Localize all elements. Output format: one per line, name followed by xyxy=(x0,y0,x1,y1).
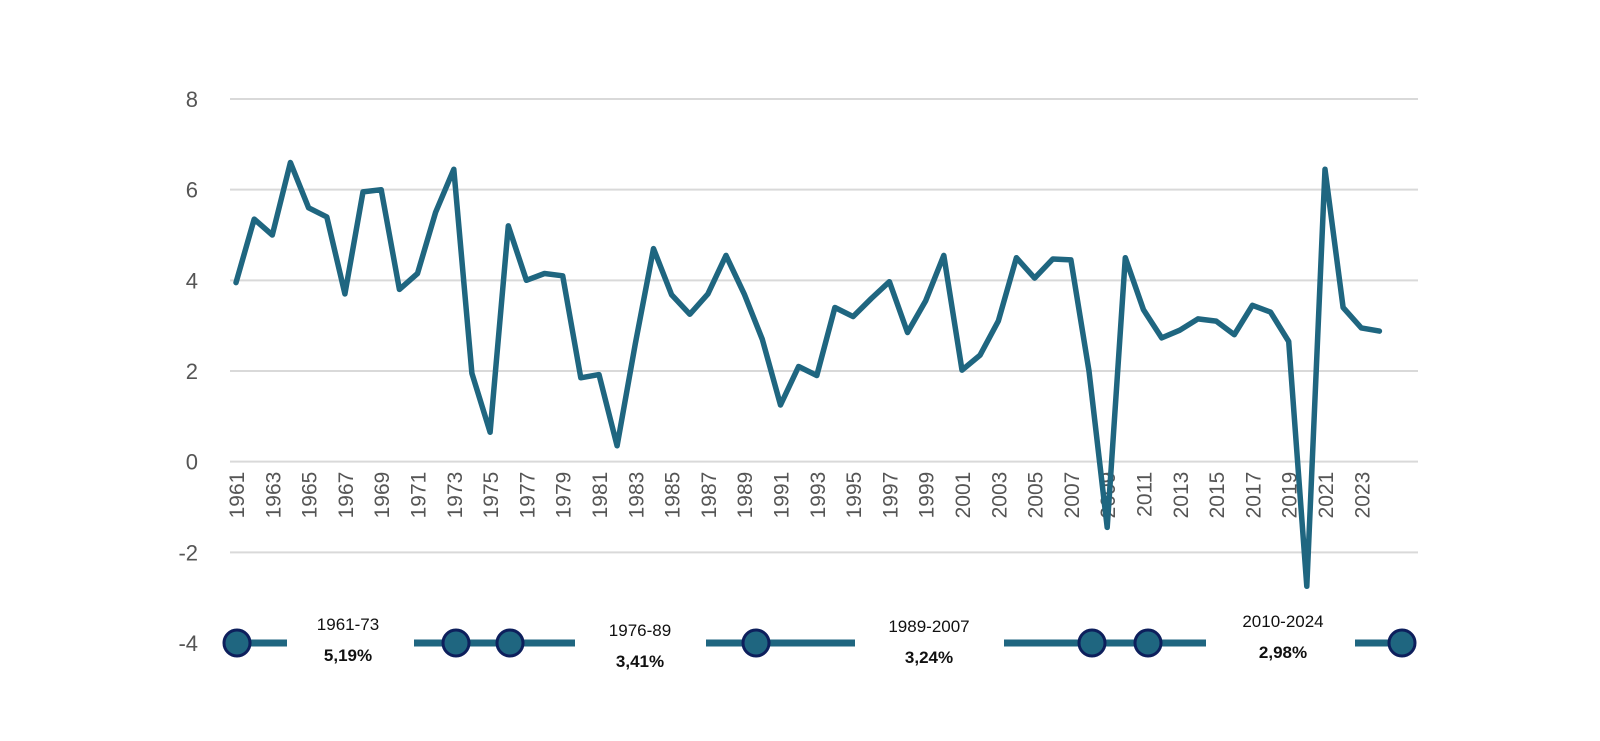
period-average-value: 5,19% xyxy=(324,646,372,665)
series-line xyxy=(233,159,1383,590)
x-tick-label: 1985 xyxy=(662,472,685,519)
x-tick-label: 1993 xyxy=(807,472,830,519)
x-tick-label: 2023 xyxy=(1351,472,1374,519)
x-tick-label: 2003 xyxy=(988,472,1011,519)
x-tick-label: 2001 xyxy=(952,472,975,519)
x-tick-label: 2007 xyxy=(1061,472,1084,519)
period-average-marker xyxy=(441,628,471,658)
y-tick-label: -4 xyxy=(178,631,198,656)
x-tick-label: 1995 xyxy=(843,472,866,519)
x-tick-label: 1977 xyxy=(516,472,539,519)
period-average-value: 3,24% xyxy=(905,648,953,667)
x-tick-label: 1973 xyxy=(444,472,467,519)
series-line-group xyxy=(233,159,1383,590)
x-tick-label: 2011 xyxy=(1134,472,1157,517)
x-tick-label: 1989 xyxy=(734,472,757,519)
x-tick-label: 1975 xyxy=(480,472,503,519)
period-average-marker xyxy=(495,628,525,658)
y-tick-label: 8 xyxy=(186,87,198,112)
y-tick-label: -2 xyxy=(178,540,198,565)
x-tick-label: 1963 xyxy=(262,472,285,519)
x-tick-label: 1983 xyxy=(625,472,648,519)
period-average-marker xyxy=(741,628,771,658)
period-average-marker xyxy=(1077,628,1107,658)
x-tick-label: 2021 xyxy=(1315,472,1338,519)
y-tick-label: 6 xyxy=(186,178,198,203)
period-range-label: 2010-2024 xyxy=(1242,612,1323,631)
x-tick-label: 1961 xyxy=(226,472,249,519)
period-range-label: 1976-89 xyxy=(609,621,671,640)
x-tick-label: 1997 xyxy=(879,472,902,519)
period-range-label: 1989-2007 xyxy=(888,617,969,636)
x-tick-label: 2015 xyxy=(1206,472,1229,519)
y-axis-ticks: 8 6 4 2 0 -2 -4 xyxy=(178,87,198,656)
x-tick-label: 2017 xyxy=(1242,472,1265,519)
period-average-value: 2,98% xyxy=(1259,643,1307,662)
x-tick-label: 1969 xyxy=(371,472,394,519)
period-average-marker xyxy=(222,628,252,658)
x-tick-label: 1979 xyxy=(553,472,576,519)
period-average-value: 3,41% xyxy=(616,652,664,671)
x-axis-ticks: 1961 1963 1965 1967 1969 1971 1973 1975 1977 1979… xyxy=(226,472,1374,519)
x-tick-label: 2005 xyxy=(1025,472,1048,519)
period-average-marker xyxy=(1387,628,1417,658)
y-tick-label: 2 xyxy=(186,359,198,384)
x-tick-label: 1981 xyxy=(589,472,612,519)
x-tick-label: 1971 xyxy=(408,472,431,519)
period-range-label: 1961-73 xyxy=(317,615,379,634)
x-tick-label: 1967 xyxy=(335,472,358,519)
x-tick-label: 1987 xyxy=(698,472,721,519)
y-tick-label: 0 xyxy=(186,450,198,475)
x-tick-label: 2019 xyxy=(1279,472,1302,519)
x-tick-label: 1999 xyxy=(916,472,939,519)
x-tick-label: 1965 xyxy=(299,472,322,519)
period-average-marker xyxy=(1133,628,1163,658)
gridlines xyxy=(230,98,1418,554)
x-tick-label: 1991 xyxy=(771,472,794,519)
y-tick-label: 4 xyxy=(186,268,198,293)
period-averages: 1961-73 5,19% 1976-89 3,41% 1989-2007 3,24% 20… xyxy=(222,612,1417,671)
x-tick-label: 2013 xyxy=(1170,472,1193,519)
